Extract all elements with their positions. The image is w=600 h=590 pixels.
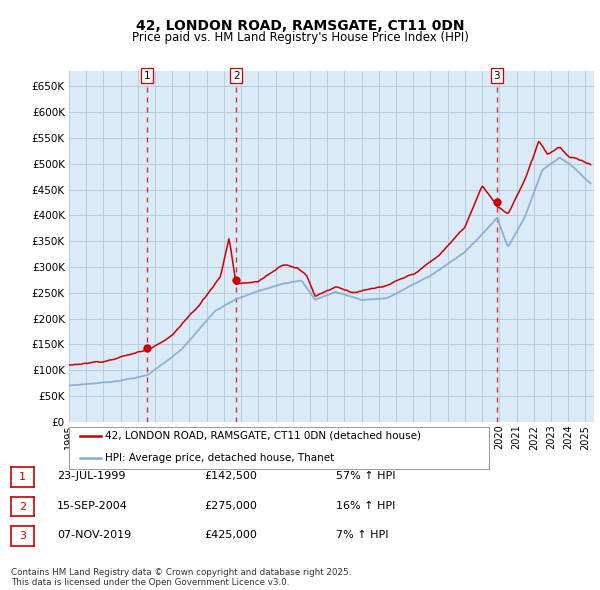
Text: 3: 3 xyxy=(19,531,26,541)
Text: 57% ↑ HPI: 57% ↑ HPI xyxy=(336,471,395,481)
Text: 23-JUL-1999: 23-JUL-1999 xyxy=(57,471,125,481)
Text: 15-SEP-2004: 15-SEP-2004 xyxy=(57,501,128,510)
Text: 2: 2 xyxy=(19,502,26,512)
Text: £425,000: £425,000 xyxy=(204,530,257,540)
Text: 7% ↑ HPI: 7% ↑ HPI xyxy=(336,530,389,540)
Text: 42, LONDON ROAD, RAMSGATE, CT11 0DN: 42, LONDON ROAD, RAMSGATE, CT11 0DN xyxy=(136,19,464,33)
Text: 16% ↑ HPI: 16% ↑ HPI xyxy=(336,501,395,510)
Text: £275,000: £275,000 xyxy=(204,501,257,510)
Text: 42, LONDON ROAD, RAMSGATE, CT11 0DN (detached house): 42, LONDON ROAD, RAMSGATE, CT11 0DN (det… xyxy=(104,431,421,441)
Text: HPI: Average price, detached house, Thanet: HPI: Average price, detached house, Than… xyxy=(104,454,334,463)
Text: Price paid vs. HM Land Registry's House Price Index (HPI): Price paid vs. HM Land Registry's House … xyxy=(131,31,469,44)
Text: 1: 1 xyxy=(19,472,26,482)
Text: 1: 1 xyxy=(144,71,151,81)
Text: 3: 3 xyxy=(494,71,500,81)
Text: 07-NOV-2019: 07-NOV-2019 xyxy=(57,530,131,540)
Text: £142,500: £142,500 xyxy=(204,471,257,481)
Text: 2: 2 xyxy=(233,71,239,81)
Text: Contains HM Land Registry data © Crown copyright and database right 2025.
This d: Contains HM Land Registry data © Crown c… xyxy=(11,568,351,587)
